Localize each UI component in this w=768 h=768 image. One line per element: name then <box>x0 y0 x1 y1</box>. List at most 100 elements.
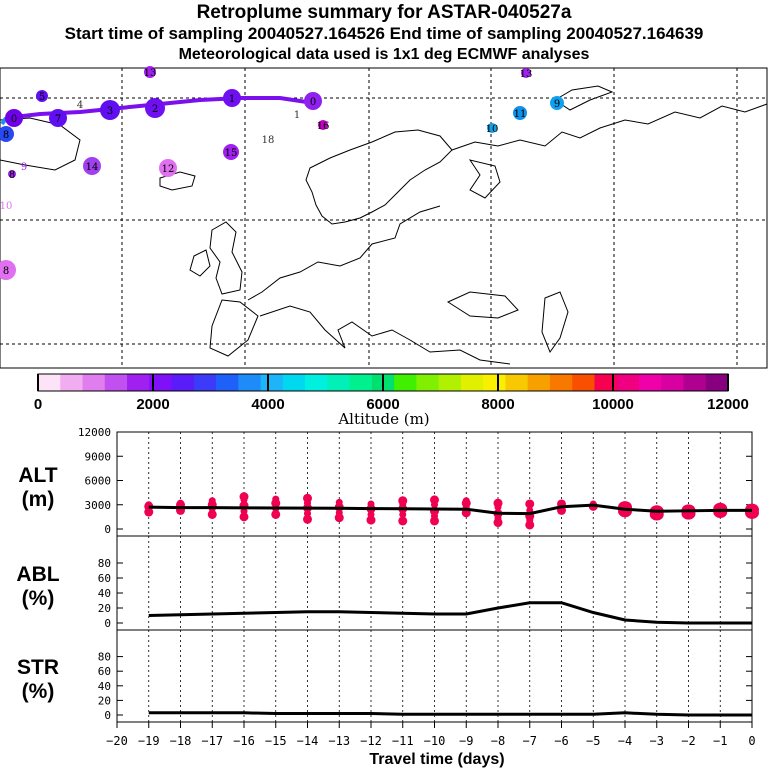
map-centroid-label: 16 <box>317 121 330 132</box>
map-centroid-dot <box>145 98 165 118</box>
altitude-cluster-point <box>271 509 281 519</box>
map-centroid-label: 3 <box>107 106 113 117</box>
map-centroid-label: 2 <box>152 104 158 115</box>
colorbar-swatch <box>238 374 262 391</box>
map-centroid: 12 <box>159 159 177 177</box>
altitude-cluster-point <box>525 499 535 509</box>
colorbar-swatch <box>193 374 217 391</box>
y-tick-label: 9000 <box>85 450 112 463</box>
colorbar-swatch <box>60 374 84 391</box>
map-centroid-dot <box>49 109 67 127</box>
map-centroid-label: 11 <box>514 109 527 120</box>
x-tick-label: −9 <box>459 734 473 748</box>
altitude-cluster-point <box>208 497 216 505</box>
x-tick-label: −2 <box>681 734 695 748</box>
colorbar-swatch <box>104 374 128 391</box>
altitude-cluster-point <box>367 500 375 508</box>
map-centroid-label: 1 <box>229 94 235 105</box>
map-centroid-label: 4 <box>77 100 83 111</box>
colorbar-swatch <box>549 374 573 391</box>
y-tick-label: 60 <box>98 665 111 678</box>
colorbar-tick-label: 4000 <box>251 396 284 413</box>
map-centroid-dot <box>83 157 101 175</box>
map-centroid-dot <box>100 100 120 120</box>
sampling-time-text: Start time of sampling 20040527.164526 E… <box>64 24 704 43</box>
map-centroid-label: 5 <box>39 92 45 103</box>
y-axis-label-unit: (%) <box>22 680 55 703</box>
map-centroid: 9 <box>21 162 27 173</box>
map-centroid-label: 18 <box>262 135 275 146</box>
x-tick-label: −3 <box>650 734 664 748</box>
colorbar-swatch <box>460 374 484 391</box>
map-centroid: 14 <box>83 157 101 175</box>
altitude-cluster-point <box>430 495 439 505</box>
y-tick-label: 80 <box>98 557 111 570</box>
x-axis: −20 −19 −18 −17 −16 −15 −14 −13 −12 −11 −10 −9 −8 −7−… <box>106 722 756 748</box>
map-centroid: 18 <box>262 135 275 146</box>
map-centroid-dot <box>5 109 23 127</box>
y-axis-label-unit: (m) <box>22 488 55 511</box>
colorbar-swatch <box>216 374 239 391</box>
altitude-cluster-point <box>462 497 470 505</box>
map-centroid-label: 9 <box>21 162 27 173</box>
map-centroid: 3 <box>100 100 120 120</box>
x-tick-label: −18 <box>170 734 192 748</box>
x-tick-label: −16 <box>233 734 255 748</box>
panel-abl: 0 20 40 60 80 ABL(%) <box>16 535 753 631</box>
altitude-cluster-point <box>366 515 376 525</box>
map-centroid: 2 <box>145 98 165 118</box>
x-tick-label: −10 <box>424 734 446 748</box>
x-tick-label: 0 <box>748 734 755 748</box>
y-tick-label: 20 <box>98 694 111 707</box>
map-centroid: 7 <box>49 109 67 127</box>
map-centroid-dot <box>0 260 16 280</box>
map-centroid-label: 13 <box>520 69 533 80</box>
altitude-cluster-point <box>239 512 249 522</box>
colorbar-tick-label: 10000 <box>592 396 634 413</box>
colorbar-swatch <box>260 374 284 391</box>
x-tick-label: −4 <box>618 734 632 748</box>
map-centroid: 9 <box>550 96 564 110</box>
colorbar-swatch <box>505 374 529 391</box>
map-centroid-label: 14 <box>86 162 99 173</box>
map-centroid-label: 13 <box>144 68 157 79</box>
colorbar-swatch <box>349 374 373 391</box>
map-centroid-label: 9 <box>554 99 560 110</box>
x-tick-label: −12 <box>360 734 382 748</box>
map-centroid-label: 1 <box>294 110 300 121</box>
y-tick-label: 6000 <box>85 475 112 488</box>
x-axis-title: Travel time (days) <box>369 751 504 768</box>
altitude-cluster-point <box>272 495 280 503</box>
colorbar-swatch <box>394 374 417 391</box>
x-tick-label: −20 <box>106 734 128 748</box>
map-centroid-dot <box>159 159 177 177</box>
y-tick-label: 0 <box>104 709 111 722</box>
map-centroid-label: 0 <box>11 114 17 125</box>
y-tick-label: 40 <box>98 680 111 693</box>
y-axis-label-unit: (%) <box>22 587 55 610</box>
map-centroid-dot <box>550 96 564 110</box>
map-graticule <box>0 68 767 368</box>
map-centroid: 0 <box>304 92 322 110</box>
altitude-cluster-point <box>239 492 249 502</box>
colorbar-swatch <box>127 374 150 391</box>
map-centroid-dot <box>521 68 531 78</box>
colorbar-swatch <box>305 374 328 391</box>
colorbar-swatch <box>438 374 462 391</box>
colorbar-swatch <box>327 374 351 391</box>
y-tick-label: 40 <box>98 587 111 600</box>
map-centroid-dot <box>487 123 497 133</box>
map-centroid: 8 <box>8 170 16 181</box>
x-tick-label: −7 <box>523 734 537 748</box>
map-centroid: 13 <box>144 66 157 79</box>
altitude-cluster-point <box>398 516 408 526</box>
y-tick-label: 80 <box>98 651 111 664</box>
map-centroid-label: 8 <box>3 130 9 141</box>
map-centroid-dot <box>8 170 16 178</box>
series-line <box>148 601 752 625</box>
panel-alt: 0 3000 6000 9000 12000 ALT(m) <box>18 426 759 537</box>
colorbar-swatch <box>171 374 195 391</box>
